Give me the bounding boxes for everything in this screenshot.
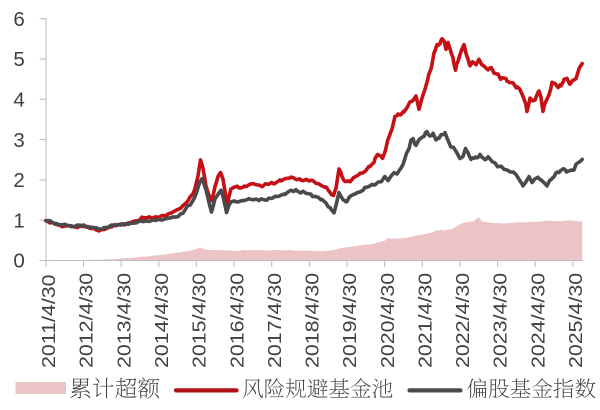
svg-text:2020/4/30: 2020/4/30 [378,273,398,368]
svg-text:2015/4/30: 2015/4/30 [190,273,210,368]
svg-text:2012/4/30: 2012/4/30 [77,273,97,368]
svg-text:3: 3 [13,129,24,152]
svg-text:2023/4/30: 2023/4/30 [491,273,511,368]
svg-text:2013/4/30: 2013/4/30 [115,273,135,368]
svg-text:2021/4/30: 2021/4/30 [416,273,436,368]
svg-text:2017/4/30: 2017/4/30 [265,273,285,368]
svg-text:2024/4/30: 2024/4/30 [529,273,549,368]
svg-text:2: 2 [13,169,24,192]
svg-text:5: 5 [13,48,24,71]
svg-text:1: 1 [13,209,24,232]
svg-text:0: 0 [13,250,24,273]
svg-text:2014/4/30: 2014/4/30 [152,273,172,368]
svg-text:2022/4/30: 2022/4/30 [454,273,474,368]
svg-text:2011/4/30: 2011/4/30 [40,274,60,368]
svg-text:4: 4 [13,89,24,112]
svg-text:2016/4/30: 2016/4/30 [228,273,248,368]
svg-text:2018/4/30: 2018/4/30 [303,273,323,368]
svg-text:6: 6 [13,8,24,31]
svg-text:2019/4/30: 2019/4/30 [341,273,361,368]
svg-text:2025/4/30: 2025/4/30 [566,273,586,368]
